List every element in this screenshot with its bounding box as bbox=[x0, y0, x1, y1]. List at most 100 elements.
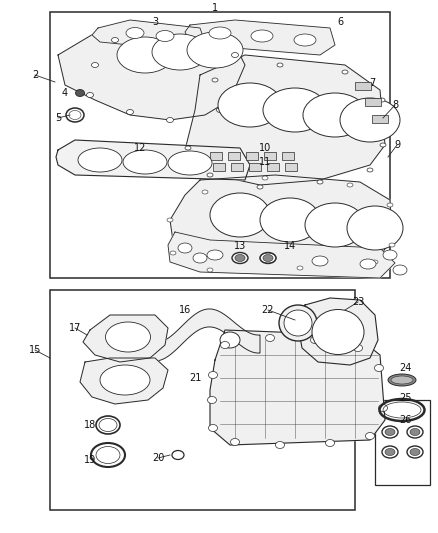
Text: 2: 2 bbox=[32, 70, 38, 80]
Ellipse shape bbox=[185, 146, 191, 150]
Ellipse shape bbox=[170, 251, 176, 255]
Ellipse shape bbox=[380, 143, 386, 147]
Ellipse shape bbox=[297, 266, 303, 270]
Ellipse shape bbox=[353, 344, 363, 351]
Bar bbox=[50, 290, 355, 510]
Ellipse shape bbox=[410, 448, 420, 456]
Ellipse shape bbox=[156, 30, 174, 42]
Ellipse shape bbox=[317, 180, 323, 184]
Ellipse shape bbox=[210, 193, 270, 237]
Text: 13: 13 bbox=[234, 241, 246, 251]
Ellipse shape bbox=[220, 342, 230, 349]
Ellipse shape bbox=[152, 34, 208, 70]
Text: 5: 5 bbox=[55, 113, 61, 123]
Polygon shape bbox=[83, 315, 168, 362]
Bar bbox=[228, 152, 240, 160]
Bar bbox=[267, 163, 279, 171]
Ellipse shape bbox=[208, 397, 216, 403]
Ellipse shape bbox=[325, 440, 335, 447]
Ellipse shape bbox=[86, 93, 93, 98]
Ellipse shape bbox=[232, 52, 239, 58]
Text: 8: 8 bbox=[392, 100, 398, 110]
Ellipse shape bbox=[123, 150, 167, 174]
Ellipse shape bbox=[178, 243, 192, 253]
Polygon shape bbox=[56, 140, 250, 180]
Ellipse shape bbox=[347, 183, 353, 187]
Text: 3: 3 bbox=[152, 17, 158, 27]
Ellipse shape bbox=[187, 32, 243, 68]
Ellipse shape bbox=[117, 37, 173, 73]
Polygon shape bbox=[210, 330, 385, 445]
Ellipse shape bbox=[391, 376, 413, 384]
Polygon shape bbox=[185, 20, 335, 55]
Bar bbox=[50, 12, 390, 278]
Ellipse shape bbox=[262, 176, 268, 180]
Ellipse shape bbox=[393, 265, 407, 275]
Ellipse shape bbox=[374, 365, 384, 372]
Ellipse shape bbox=[284, 310, 312, 336]
Ellipse shape bbox=[277, 63, 283, 67]
Ellipse shape bbox=[208, 424, 218, 432]
Text: 16: 16 bbox=[179, 305, 191, 315]
Polygon shape bbox=[80, 358, 168, 404]
Ellipse shape bbox=[193, 253, 207, 263]
Text: 12: 12 bbox=[134, 143, 146, 153]
Ellipse shape bbox=[251, 30, 273, 42]
Ellipse shape bbox=[167, 218, 173, 222]
Text: 6: 6 bbox=[337, 17, 343, 27]
Ellipse shape bbox=[385, 429, 395, 435]
Ellipse shape bbox=[410, 429, 420, 435]
Ellipse shape bbox=[208, 372, 218, 378]
Ellipse shape bbox=[212, 78, 218, 82]
Ellipse shape bbox=[202, 190, 208, 194]
Ellipse shape bbox=[342, 70, 348, 74]
Ellipse shape bbox=[235, 254, 245, 262]
Polygon shape bbox=[92, 20, 205, 50]
Text: 26: 26 bbox=[399, 415, 411, 425]
Ellipse shape bbox=[207, 268, 213, 272]
Text: 24: 24 bbox=[399, 363, 411, 373]
Ellipse shape bbox=[263, 254, 273, 262]
Ellipse shape bbox=[218, 83, 282, 127]
Text: 15: 15 bbox=[29, 345, 41, 355]
Ellipse shape bbox=[360, 259, 376, 269]
Text: 11: 11 bbox=[259, 157, 271, 167]
Ellipse shape bbox=[168, 151, 212, 175]
Ellipse shape bbox=[387, 203, 393, 207]
Polygon shape bbox=[168, 232, 395, 278]
Bar bbox=[285, 163, 297, 171]
Text: 25: 25 bbox=[399, 393, 411, 403]
Ellipse shape bbox=[112, 37, 119, 43]
Ellipse shape bbox=[127, 109, 134, 115]
Ellipse shape bbox=[378, 405, 388, 411]
Ellipse shape bbox=[340, 98, 400, 142]
Text: 19: 19 bbox=[84, 455, 96, 465]
Ellipse shape bbox=[241, 87, 248, 93]
Ellipse shape bbox=[365, 432, 374, 440]
Ellipse shape bbox=[347, 206, 403, 250]
Ellipse shape bbox=[78, 148, 122, 172]
Ellipse shape bbox=[379, 98, 385, 102]
Ellipse shape bbox=[389, 243, 395, 247]
Ellipse shape bbox=[207, 250, 223, 260]
Ellipse shape bbox=[92, 62, 99, 68]
Ellipse shape bbox=[312, 310, 364, 354]
Ellipse shape bbox=[220, 332, 240, 348]
Bar bbox=[249, 163, 261, 171]
Bar bbox=[264, 152, 276, 160]
Ellipse shape bbox=[388, 374, 416, 386]
Ellipse shape bbox=[260, 198, 320, 242]
Bar bbox=[213, 163, 225, 171]
Bar bbox=[365, 98, 381, 106]
Text: 14: 14 bbox=[284, 241, 296, 251]
Ellipse shape bbox=[265, 335, 275, 342]
Ellipse shape bbox=[260, 253, 276, 263]
Text: 10: 10 bbox=[259, 143, 271, 153]
Polygon shape bbox=[130, 309, 260, 361]
Text: 17: 17 bbox=[69, 323, 81, 333]
Bar bbox=[231, 163, 243, 171]
Ellipse shape bbox=[209, 27, 231, 39]
Ellipse shape bbox=[276, 441, 285, 448]
Ellipse shape bbox=[75, 90, 85, 96]
Ellipse shape bbox=[106, 322, 151, 352]
